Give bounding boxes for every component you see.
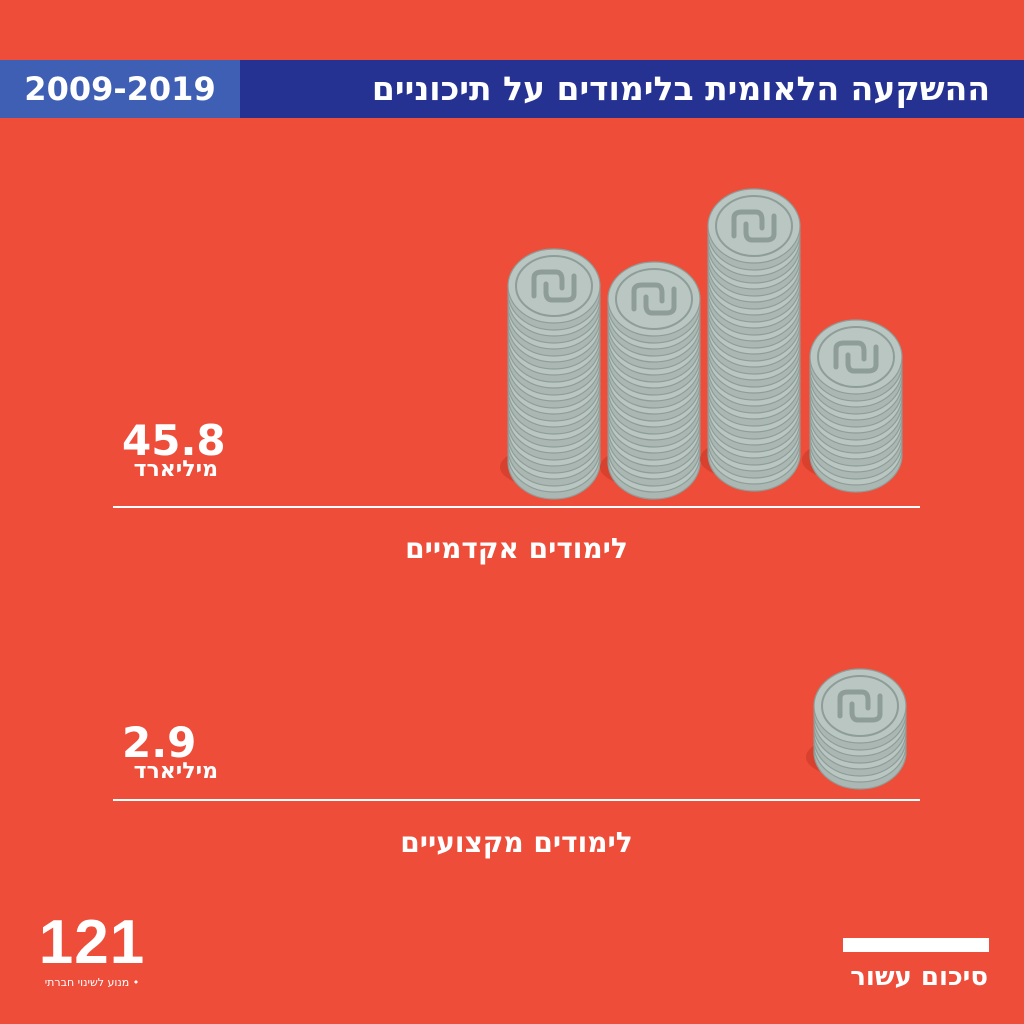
unit-label-academic: מיליארד bbox=[133, 457, 218, 482]
coin bbox=[707, 188, 801, 271]
shekel-coin-icon bbox=[515, 255, 593, 317]
coin bbox=[809, 319, 903, 402]
unit-label-vocational: מיליארד bbox=[133, 759, 218, 784]
header-years: 2009-2019 bbox=[0, 60, 240, 118]
footer-bar bbox=[843, 938, 989, 952]
shekel-coin-icon bbox=[615, 268, 693, 330]
value-label-academic: 45.8 bbox=[122, 416, 226, 465]
baseline-academic bbox=[113, 506, 920, 508]
coin bbox=[607, 261, 701, 344]
logo-tagline: • מנוע לשינוי חברתי bbox=[44, 976, 140, 989]
logo-121: 121 • מנוע לשינוי חברתי bbox=[36, 908, 148, 990]
header-bar: 2009-2019 ההשקעה הלאומית בלימודים על תיכ… bbox=[0, 60, 1024, 118]
bar-vocational bbox=[806, 668, 907, 790]
baseline-vocational bbox=[113, 799, 920, 801]
shekel-coin-icon bbox=[821, 675, 899, 737]
value-label-vocational: 2.9 bbox=[122, 718, 197, 767]
logo-number: 121 bbox=[38, 908, 146, 977]
shekel-coin-icon bbox=[715, 195, 793, 257]
shekel-coin-icon bbox=[817, 326, 895, 388]
coin bbox=[813, 668, 907, 751]
category-label-academic: לימודים אקדמיים bbox=[405, 532, 628, 565]
chart-title: ההשקעה הלאומית בלימודים על תיכוניים bbox=[371, 69, 990, 108]
category-label-vocational: לימודים מקצועיים bbox=[400, 826, 633, 859]
coin bbox=[507, 248, 601, 331]
bar-academic bbox=[500, 188, 903, 500]
footer-label: סיכום עשור bbox=[850, 962, 988, 992]
